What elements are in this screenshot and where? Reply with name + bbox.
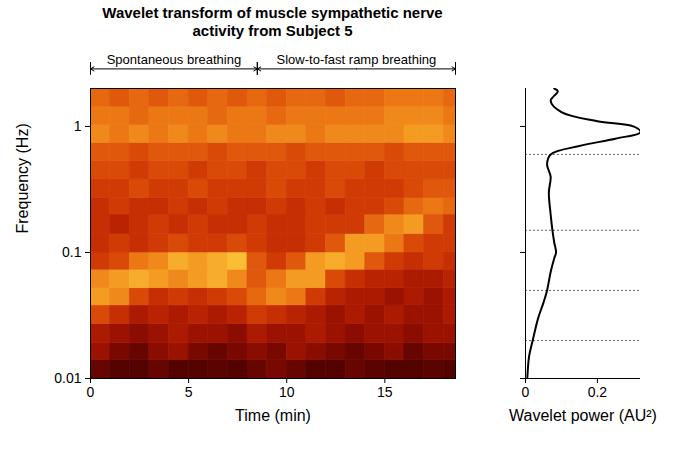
svg-text:Frequency (Hz): Frequency (Hz) bbox=[14, 123, 31, 233]
svg-text:0: 0 bbox=[522, 384, 530, 400]
svg-text:10: 10 bbox=[279, 384, 295, 400]
svg-text:0.2: 0.2 bbox=[588, 384, 608, 400]
svg-text:Slow-to-fast ramp breathing: Slow-to-fast ramp breathing bbox=[277, 52, 437, 67]
svg-text:0: 0 bbox=[87, 384, 95, 400]
svg-text:0.1: 0.1 bbox=[62, 244, 82, 260]
svg-text:15: 15 bbox=[377, 384, 393, 400]
svg-text:1: 1 bbox=[74, 118, 82, 134]
svg-text:0.01: 0.01 bbox=[54, 370, 81, 386]
svg-text:Spontaneous breathing: Spontaneous breathing bbox=[107, 52, 241, 67]
svg-text:Wavelet power (AU²): Wavelet power (AU²) bbox=[509, 407, 657, 424]
svg-text:5: 5 bbox=[185, 384, 193, 400]
svg-text:Time (min): Time (min) bbox=[235, 407, 311, 424]
html-text:Wavelet transform of muscle sy: Wavelet transform of muscle sympathetic … bbox=[102, 4, 443, 39]
